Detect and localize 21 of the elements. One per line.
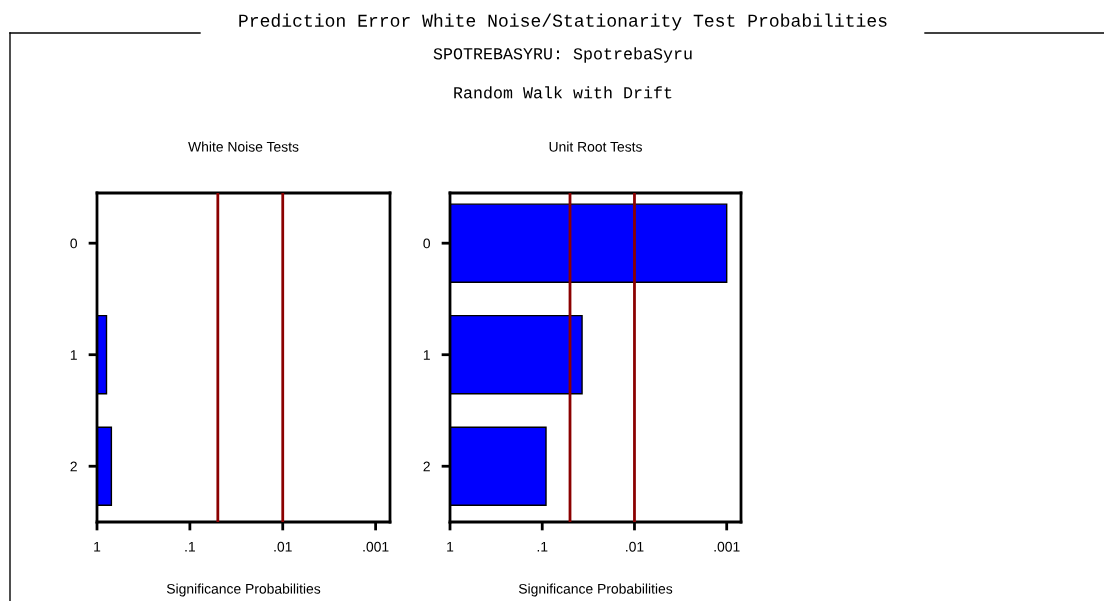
- text: Random Walk with Drift: [454, 86, 672, 99]
- text: Prediction Error White Noise/Stationarity Test Probabilities: [239, 13, 887, 31]
- y-tick-label: 0: [70, 238, 78, 249]
- x-tick-label: 1: [447, 541, 454, 552]
- chart-title: White Noise Tests: [188, 141, 299, 152]
- x-tick-label: .001: [363, 541, 389, 552]
- chart-title: Unit Root Tests: [549, 141, 642, 152]
- x-axis-title: Significance Probabilities: [518, 583, 673, 597]
- y-tick-label: 1: [70, 350, 77, 360]
- x-tick-label: 1: [94, 541, 101, 552]
- y-tick-label: 2: [423, 461, 430, 472]
- x-tick-label: .01: [274, 541, 292, 552]
- text: SPOTREBASYRU: SpotrebaSyru: [433, 47, 692, 63]
- y-tick-label: 1: [423, 350, 430, 360]
- x-tick-label: .1: [537, 541, 548, 552]
- x-tick-label: .001: [714, 541, 740, 552]
- x-axis-title: Significance Probabilities: [166, 583, 321, 597]
- y-tick-label: 0: [423, 238, 431, 249]
- x-tick-label: .1: [185, 541, 195, 552]
- x-tick-label: .01: [626, 541, 644, 552]
- y-tick-label: 2: [70, 461, 77, 472]
